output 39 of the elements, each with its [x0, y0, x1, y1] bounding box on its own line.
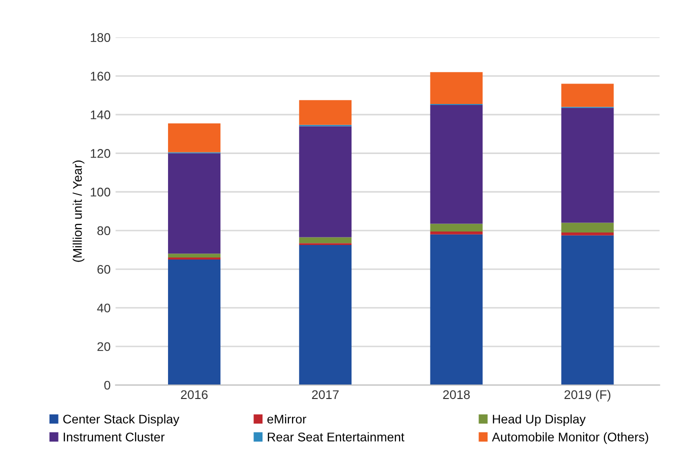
bar — [430, 231, 483, 234]
x-tick-label: 2018 — [443, 390, 470, 400]
bar — [561, 108, 614, 223]
x-tick-label: 2016 — [180, 390, 208, 400]
legend-label: Instrument Cluster — [64, 432, 165, 442]
bar — [430, 234, 483, 386]
y-tick-label: 20 — [97, 342, 110, 352]
bar — [299, 237, 352, 244]
legend-label: Rear Seat Entertainment — [268, 432, 404, 442]
legend-label: Automobile Monitor (Others) — [492, 432, 648, 444]
y-tick-label: 0 — [104, 380, 110, 390]
bar — [430, 104, 483, 224]
bar — [299, 244, 352, 386]
bar — [430, 224, 483, 232]
x-tick-label: 2017 — [312, 390, 339, 400]
y-tick-label: 180 — [90, 33, 110, 42]
bar — [561, 84, 614, 107]
bar — [299, 100, 352, 125]
bar — [299, 126, 352, 238]
legend-label: Head Up Display — [492, 414, 586, 426]
y-tick-label: 160 — [90, 72, 110, 81]
bar — [168, 123, 220, 152]
x-tick-label: 2019 (F) — [564, 390, 610, 402]
bar — [168, 254, 220, 258]
bar — [430, 72, 483, 104]
legend-label: Center Stack Display — [63, 414, 180, 426]
legend-label: eMirror — [267, 414, 306, 424]
y-tick-label: 100 — [90, 188, 110, 197]
bar — [561, 235, 614, 386]
y-axis-title: (Million unit / Year) — [72, 160, 84, 262]
y-tick-label: 140 — [90, 110, 110, 120]
y-tick-label: 120 — [90, 149, 110, 158]
bar — [168, 153, 220, 254]
y-tick-label: 80 — [97, 226, 110, 236]
bar — [168, 259, 220, 386]
y-tick-label: 60 — [97, 264, 110, 274]
bar — [561, 232, 614, 236]
bar — [561, 222, 614, 232]
y-tick-label: 40 — [97, 304, 110, 312]
